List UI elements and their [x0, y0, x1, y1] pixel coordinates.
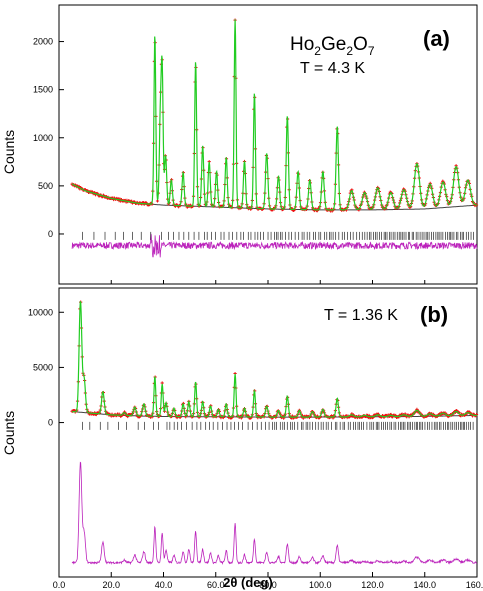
panel-b-calculated-curve — [71, 301, 477, 418]
panel-b-ytick-label: 10000 — [28, 307, 53, 317]
panel-a-label: (a) — [423, 26, 450, 51]
panel-a-ytick-label: 0 — [48, 229, 53, 239]
panel-a-calculated-curve — [71, 19, 478, 211]
panel-a-ytick-label: 1000 — [33, 133, 53, 143]
panel-a: 0 500 1000 1500 2000 Counts Ho2Ge2O7 T = 4.3… — [1, 4, 479, 285]
panel-b-xtick-label: 120.0 — [361, 580, 384, 590]
panel-b-x-axis: 0.0 20.0 40.0 60.0 80.0 100.0 120.0 140.0 160.0 — [53, 572, 483, 590]
panel-a-frame — [58, 4, 478, 285]
panel-a-compound-label: Ho2Ge2O7 — [290, 34, 375, 58]
panel-b-label: (b) — [420, 302, 448, 327]
panel-b-xtick-label: 60.0 — [207, 580, 225, 590]
panel-b-ylabel: Counts — [1, 411, 17, 455]
panel-b-observed-points — [70, 300, 479, 420]
panel-b-ytick-label: 0 — [48, 418, 53, 428]
panel-a-ytick-label: 500 — [38, 181, 53, 191]
panel-b: 0 5000 10000 0.0 20.0 40.0 60.0 80.0 100.0 120.0… — [1, 287, 483, 590]
panel-b-xtick-label: 0.0 — [53, 580, 66, 590]
panel-b-xtick-label: 100.0 — [309, 580, 332, 590]
panel-b-temperature: T = 1.36 K — [324, 307, 398, 324]
panel-a-plot-area — [70, 18, 479, 258]
panel-a-temperature: T = 4.3 K — [300, 60, 365, 77]
panel-b-frame — [58, 287, 478, 578]
panel-b-y-axis: 0 5000 10000 — [28, 307, 64, 428]
panel-b-xtick-label: 140.0 — [413, 580, 436, 590]
panel-a-ylabel: Counts — [1, 130, 17, 174]
panel-b-plot-area — [70, 300, 479, 566]
panel-a-observed-points — [70, 18, 479, 213]
panel-b-xtick-label: 40.0 — [155, 580, 173, 590]
panel-a-y-axis: 0 500 1000 1500 2000 — [33, 37, 478, 284]
panel-b-xtick-label: 160.0 — [466, 580, 483, 590]
panel-b-difference-curve — [71, 461, 478, 566]
panel-b-xlabel: 2θ (deg) — [223, 575, 273, 590]
panel-b-xtick-label: 20.0 — [102, 580, 120, 590]
panel-a-ytick-label: 1500 — [33, 85, 53, 95]
panel-a-difference-curve — [71, 232, 478, 258]
panel-a-ytick-label: 2000 — [33, 37, 53, 47]
panel-b-xtick-label: 80.0 — [259, 580, 277, 590]
panel-b-ytick-label: 5000 — [33, 362, 53, 372]
